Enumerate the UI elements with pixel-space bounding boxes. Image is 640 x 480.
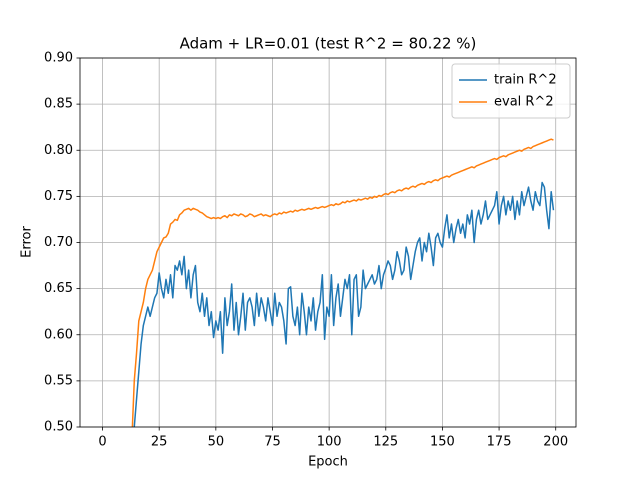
x-tick-label: 150 <box>430 435 455 450</box>
y-tick-label: 0.60 <box>44 327 73 342</box>
line-series <box>131 138 554 427</box>
y-axis-label: Error <box>20 226 35 258</box>
plot-area <box>131 138 555 427</box>
x-tick-label: 75 <box>264 435 281 450</box>
legend: train R^2 eval R^2 <box>451 63 571 119</box>
line-series <box>133 181 555 427</box>
y-tick-label: 0.55 <box>44 373 73 388</box>
legend-label: eval R^2 <box>494 95 554 110</box>
legend-box <box>451 63 571 119</box>
x-tick-label: 25 <box>151 435 168 450</box>
x-axis-label: Epoch <box>308 455 348 470</box>
y-tick-label: 0.80 <box>44 143 73 158</box>
y-tick-label: 0.90 <box>44 51 73 66</box>
y-tick-label: 0.75 <box>44 189 73 204</box>
chart-title: Adam + LR=0.01 (test R^2 = 80.22 %) <box>180 35 477 53</box>
y-tick-label: 0.70 <box>44 235 73 250</box>
legend-label: train R^2 <box>494 73 557 88</box>
x-tick-label: 200 <box>543 435 568 450</box>
y-tick-label: 0.50 <box>44 420 73 435</box>
x-tick-label: 0 <box>98 435 106 450</box>
x-tick-label: 125 <box>373 435 398 450</box>
x-tick-label: 175 <box>487 435 512 450</box>
x-tick-label: 50 <box>208 435 225 450</box>
x-tick-label: 100 <box>317 435 342 450</box>
y-tick-label: 0.85 <box>44 97 73 112</box>
y-tick-label: 0.65 <box>44 281 73 296</box>
